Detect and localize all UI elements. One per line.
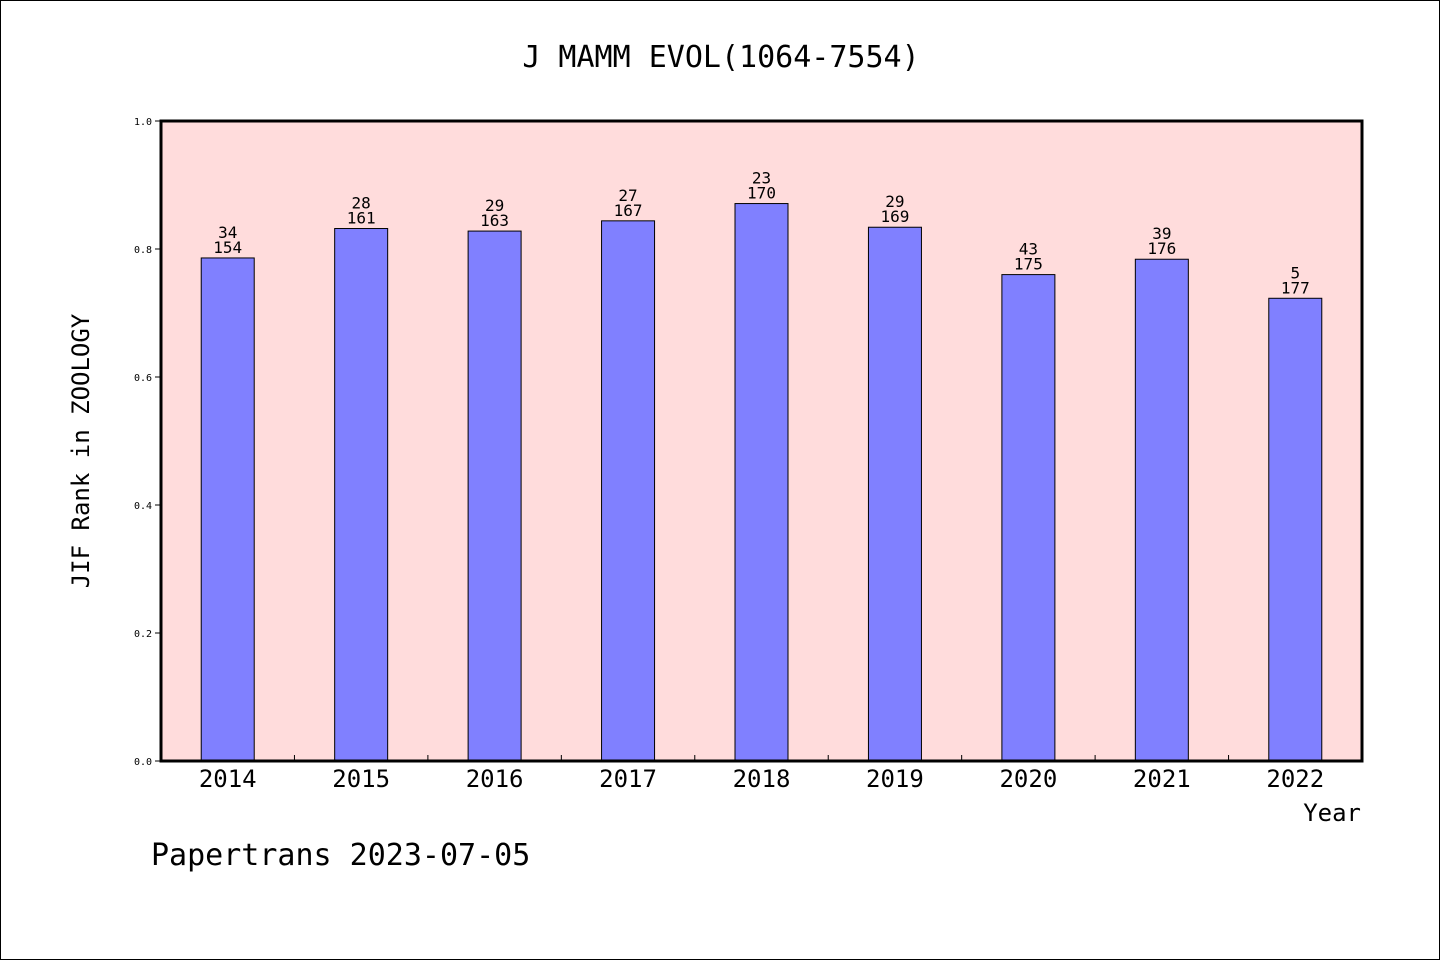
y-tick-label: 0.8 bbox=[134, 245, 152, 256]
x-tick-label: 2015 bbox=[332, 765, 390, 793]
x-tick-label: 2018 bbox=[733, 765, 791, 793]
bar-2022 bbox=[1268, 297, 1323, 762]
bar-2016 bbox=[467, 230, 522, 762]
bar-total-label: 161 bbox=[347, 209, 376, 228]
x-tick-label: 2019 bbox=[866, 765, 924, 793]
x-tick-label: 2014 bbox=[199, 765, 257, 793]
x-axis-title: Year bbox=[1303, 799, 1361, 827]
bar-total-label: 177 bbox=[1281, 278, 1310, 297]
bar-2019 bbox=[867, 226, 922, 762]
bar-2018 bbox=[734, 203, 789, 762]
bar-total-label: 169 bbox=[880, 207, 909, 226]
plot-frame bbox=[159, 119, 1364, 763]
bar-rank-label: 27 bbox=[618, 186, 637, 205]
bar-2017 bbox=[601, 220, 656, 762]
bar-rank-label: 28 bbox=[352, 194, 371, 213]
bar-2021 bbox=[1134, 258, 1189, 762]
bar-total-label: 167 bbox=[614, 201, 643, 220]
bar-rank-label: 43 bbox=[1019, 240, 1038, 259]
x-tick-label: 2016 bbox=[466, 765, 524, 793]
x-tick-label: 2021 bbox=[1133, 765, 1191, 793]
chart-title: J MAMM EVOL(1064-7554) bbox=[522, 40, 919, 75]
bar-rank-label: 39 bbox=[1152, 224, 1171, 243]
bar-total-label: 170 bbox=[747, 184, 776, 203]
x-tick-label: 2020 bbox=[999, 765, 1057, 793]
bar-total-label: 175 bbox=[1014, 255, 1043, 274]
y-tick-label: 0.6 bbox=[134, 373, 152, 384]
y-tick-label: 0.0 bbox=[134, 757, 152, 768]
bar-rank-label: 29 bbox=[885, 192, 904, 211]
x-tick-label: 2022 bbox=[1266, 765, 1324, 793]
bar-2015 bbox=[334, 228, 389, 762]
bar-rank-label: 29 bbox=[485, 196, 504, 215]
y-axis: 0.0 0.2 0.4 0.6 0.8 1.0 bbox=[134, 117, 161, 768]
x-tick-label: 2017 bbox=[599, 765, 657, 793]
bar-total-label: 163 bbox=[480, 211, 509, 230]
y-tick-label: 0.2 bbox=[134, 629, 152, 640]
footer-stamp: Papertrans 2023-07-05 bbox=[151, 838, 530, 873]
bar-2014 bbox=[200, 257, 255, 762]
y-tick-label: 0.4 bbox=[134, 501, 152, 512]
bar-rank-label: 23 bbox=[752, 169, 771, 188]
bar-total-label: 154 bbox=[213, 238, 242, 257]
y-tick-label: 1.0 bbox=[134, 117, 152, 128]
bar-2020 bbox=[1001, 274, 1056, 762]
bar-total-label: 176 bbox=[1147, 239, 1176, 258]
y-axis-title: JIF Rank in ZOOLOGY bbox=[67, 313, 95, 588]
bar-rank-label: 34 bbox=[218, 223, 237, 242]
x-axis: 2014 2015 2016 2017 2018 2019 2020 2021 2022 bbox=[199, 755, 1324, 793]
bar-rank-label: 5 bbox=[1290, 263, 1300, 282]
